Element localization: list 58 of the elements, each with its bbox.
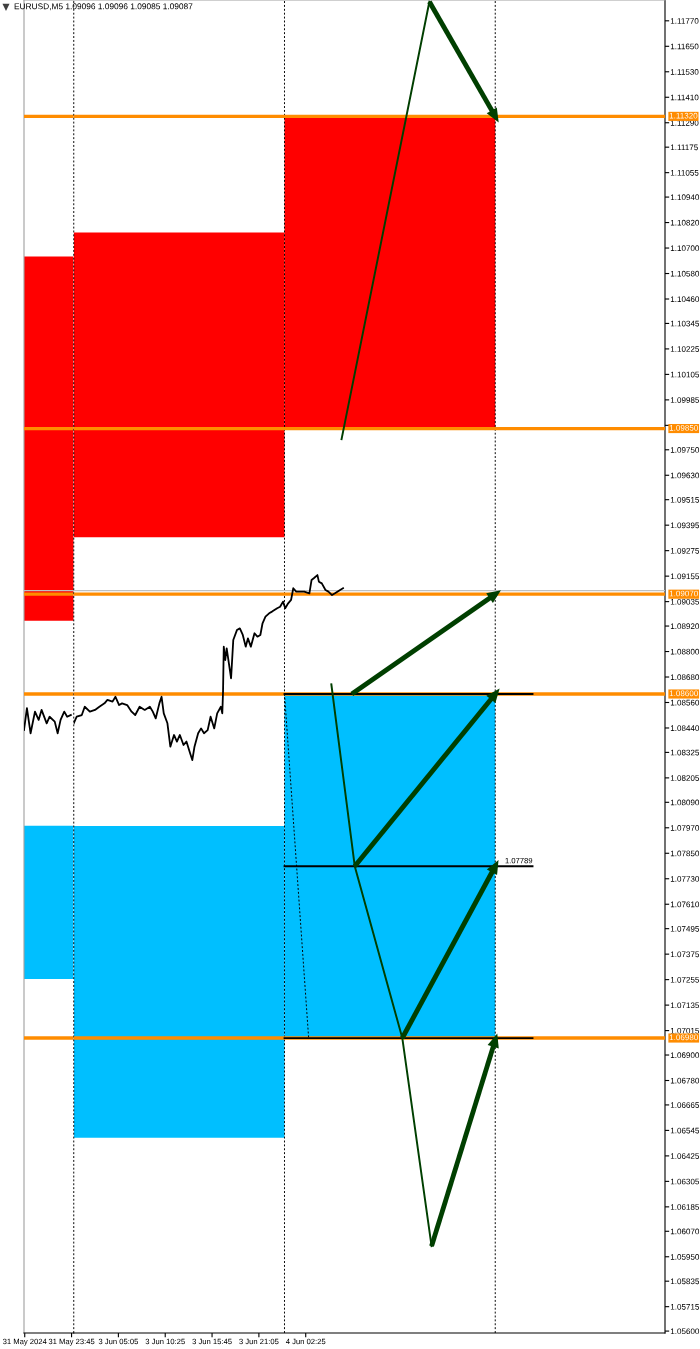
ref-line-label: 1.11320 <box>669 112 698 119</box>
y-tick-label: 1.08680 <box>670 674 700 681</box>
y-tick-label: 1.09275 <box>670 547 700 554</box>
y-tick-label: 1.07255 <box>670 976 700 983</box>
y-tick-label: 1.07850 <box>670 850 700 857</box>
y-tick-label: 1.07135 <box>670 1002 700 1009</box>
y-tick-label: 1.10940 <box>670 194 700 201</box>
y-tick-label: 1.10820 <box>670 219 700 226</box>
y-tick-label: 1.09985 <box>670 397 700 403</box>
y-tick-label: 1.09395 <box>670 522 700 529</box>
ref-line-label: 1.09850 <box>669 425 698 431</box>
y-tick-label: 1.06545 <box>670 1127 700 1134</box>
y-tick-label: 1.08800 <box>670 648 700 655</box>
y-tick-label: 1.05950 <box>670 1254 700 1260</box>
y-tick-label: 1.07495 <box>670 925 700 932</box>
y-tick-label: 1.06305 <box>670 1178 700 1185</box>
y-tick-label: 1.08205 <box>670 775 700 781</box>
y-tick-label: 1.06425 <box>670 1153 700 1159</box>
y-tick-label: 1.10105 <box>670 371 700 378</box>
y-tick-label: 1.07610 <box>670 901 700 908</box>
y-tick-label: 1.07730 <box>670 876 700 882</box>
y-tick-label: 1.10345 <box>670 320 700 327</box>
y-tick-label: 1.06070 <box>670 1228 700 1235</box>
y-tick-label: 1.06900 <box>670 1052 700 1059</box>
ref-line-label: 1.06980 <box>669 1034 698 1041</box>
y-tick-label: 1.09515 <box>670 496 700 503</box>
y-tick-label: 1.06780 <box>670 1077 700 1084</box>
y-tick-label: 1.10580 <box>670 270 700 277</box>
y-tick-label: 1.09035 <box>670 598 700 605</box>
ref-line-label: 1.08600 <box>669 690 698 697</box>
y-tick-label: 1.08325 <box>670 749 700 756</box>
y-tick-label: 1.05600 <box>670 1328 700 1335</box>
y-tick-label: 1.08920 <box>670 623 700 630</box>
y-tick-label: 1.11290 <box>670 120 699 126</box>
y-tick-label: 1.06185 <box>670 1204 700 1210</box>
y-tick-label: 1.07375 <box>670 951 700 958</box>
y-tick-label: 1.11410 <box>670 94 699 101</box>
y-tick-label: 1.11055 <box>670 169 699 176</box>
ref-line-label: 1.09070 <box>669 590 698 597</box>
y-tick-label: 1.06665 <box>670 1102 700 1108</box>
y-tick-label: 1.09750 <box>670 447 700 453</box>
y-tick-label: 1.09155 <box>670 573 700 580</box>
y-tick-label: 1.07015 <box>670 1027 700 1034</box>
y-tick-label: 1.11650 <box>670 43 699 50</box>
y-tick-label: 1.10700 <box>670 245 700 252</box>
y-tick-label: 1.08440 <box>670 725 700 731</box>
y-tick-label: 1.08090 <box>670 799 700 806</box>
y-tick-label: 1.05715 <box>670 1303 700 1310</box>
y-tick-label: 1.11175 <box>670 144 698 151</box>
y-tick-label: 1.10225 <box>670 346 700 352</box>
y-tick-label: 1.05835 <box>670 1278 700 1285</box>
y-tick-label: 1.11530 <box>670 69 699 75</box>
text: EURUSD,M5 1.09096 1.09096 1.09085 1.09087 <box>14 3 193 11</box>
y-tick-label: 1.08560 <box>670 699 700 706</box>
y-tick-label: 1.07970 <box>670 825 700 831</box>
y-tick-label: 1.09630 <box>670 472 700 479</box>
y-tick-label: 1.11770 <box>670 18 699 24</box>
y-tick-label: 1.10460 <box>670 296 700 302</box>
